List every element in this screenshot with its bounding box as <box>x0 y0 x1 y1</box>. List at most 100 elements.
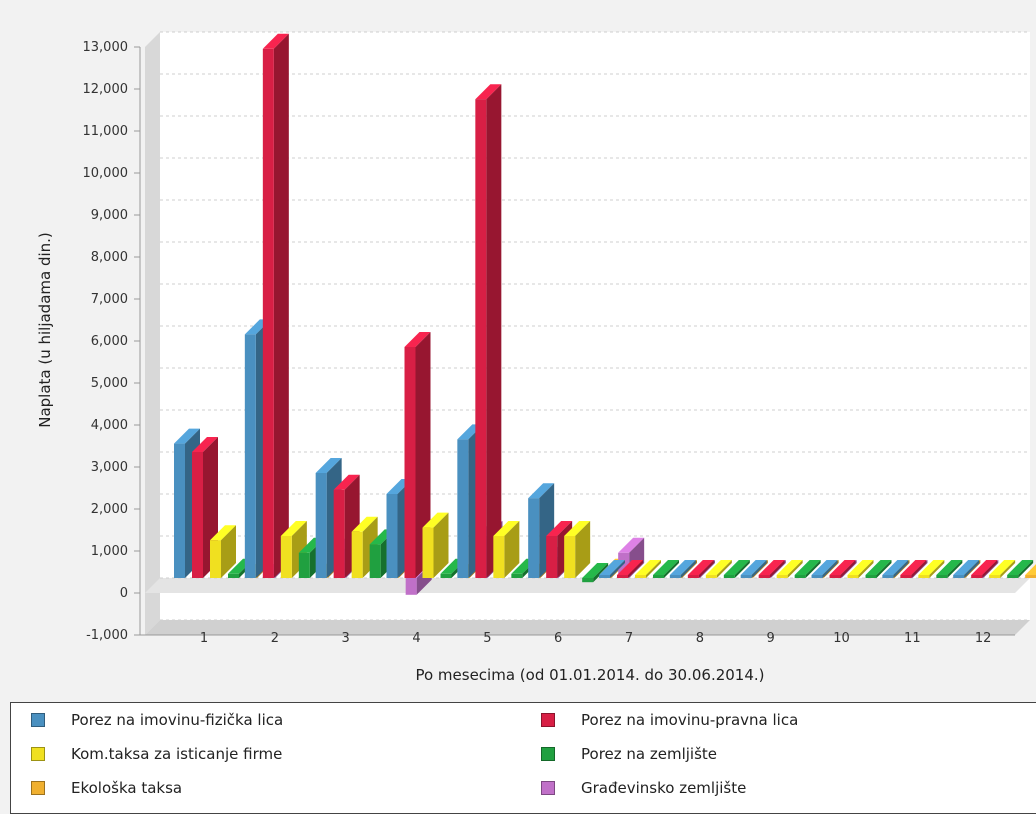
bar-front <box>936 575 948 578</box>
bar-front <box>653 575 664 578</box>
bar-front <box>440 573 452 578</box>
bar <box>723 560 750 578</box>
bar-front <box>174 443 185 578</box>
bar <box>617 560 643 578</box>
bar-front <box>564 536 576 578</box>
legend-item: Porez na imovinu-fizička lica <box>31 711 283 729</box>
bar-front <box>280 536 292 578</box>
bar-front <box>475 99 487 578</box>
bar-top <box>653 560 679 575</box>
bar-side <box>964 560 980 578</box>
y-tick-label: 4,000 <box>91 418 128 433</box>
bar-front <box>971 575 983 578</box>
legend-swatch <box>541 713 555 727</box>
bar-side <box>593 563 609 583</box>
left-wall <box>145 32 160 635</box>
bar-front <box>811 575 823 578</box>
bar-front <box>210 540 221 578</box>
y-tick-label: 3,000 <box>91 460 128 475</box>
bar <box>1025 564 1036 578</box>
bar-side <box>575 521 591 578</box>
y-tick-label: 9,000 <box>91 208 128 223</box>
y-tick-label: 1,000 <box>91 544 128 559</box>
bar-front <box>386 494 398 578</box>
legend-swatch <box>541 781 555 795</box>
y-tick-label: 2,000 <box>91 502 128 517</box>
bar-side <box>273 33 289 579</box>
bar-side <box>858 560 874 578</box>
bar-top <box>599 560 625 575</box>
bar-front <box>405 578 417 595</box>
x-tick-label: 2 <box>271 631 279 646</box>
bar-top <box>918 560 945 575</box>
bar-front <box>315 473 327 578</box>
x-tick-label: 11 <box>904 631 921 646</box>
bar-front <box>953 575 965 578</box>
x-tick-label: 6 <box>554 631 562 646</box>
legend-label: Porez na zemljište <box>581 745 718 763</box>
bar-top <box>262 33 289 49</box>
bar <box>210 525 236 578</box>
bar-front <box>669 575 681 578</box>
bar <box>669 560 696 578</box>
bar-top <box>669 560 696 575</box>
y-axis-ticks: -1,000 0 1,000 2,000 3,000 4,000 5,000 6,000 7,0… <box>83 40 140 643</box>
bar <box>953 560 980 578</box>
bar-top <box>705 560 732 575</box>
bar-front <box>262 48 274 579</box>
x-axis-label: Po mesecima (od 01.01.2014. do 30.06.201… <box>415 666 764 684</box>
bar-top <box>422 512 449 528</box>
bar <box>811 560 838 578</box>
bar-top <box>333 474 360 490</box>
bar-front <box>404 347 416 578</box>
bar-front <box>635 575 646 578</box>
bar <box>564 521 591 578</box>
bar-front <box>847 575 859 578</box>
y-tick-label: 6,000 <box>91 334 128 349</box>
bar <box>475 84 502 578</box>
bar <box>687 560 714 578</box>
bar-top <box>192 437 218 452</box>
bar-front <box>192 452 203 578</box>
bar-front <box>794 575 806 578</box>
legend-swatch <box>31 713 45 727</box>
bar-top <box>829 560 856 575</box>
bar <box>1007 560 1034 578</box>
bar-top <box>936 560 963 575</box>
legend-label: Građevinsko zemljište <box>581 779 747 797</box>
bar-top <box>882 560 909 575</box>
bar-front <box>369 544 381 578</box>
bar-front <box>740 575 752 578</box>
bar-top <box>900 560 927 575</box>
bar-front <box>582 578 594 583</box>
bar <box>653 560 679 578</box>
bar-front <box>528 498 540 578</box>
x-axis-ticks: 1 2 3 4 5 6 7 8 9 10 11 12 <box>200 631 992 646</box>
bar <box>794 560 821 578</box>
bar-top <box>546 521 573 536</box>
bar-front <box>989 575 1001 578</box>
y-tick-label: 10,000 <box>83 166 129 181</box>
bar-front <box>298 552 310 578</box>
bar-front <box>882 575 894 578</box>
y-tick-label: 8,000 <box>91 250 128 265</box>
bar-front <box>422 527 434 578</box>
bar-front <box>228 573 239 578</box>
bar-top <box>475 84 502 100</box>
bar-front <box>333 489 345 578</box>
bar-top <box>758 560 785 575</box>
bar-top <box>635 560 661 575</box>
bar-front <box>918 575 930 578</box>
bar-top <box>210 525 236 541</box>
bar <box>599 560 625 578</box>
bar <box>493 521 520 578</box>
bar-side <box>646 560 661 578</box>
bar-side <box>680 560 696 578</box>
bar-side <box>769 560 785 578</box>
bar-front <box>865 575 877 578</box>
bar-top <box>740 560 767 575</box>
bar-side <box>929 560 945 578</box>
bar-top <box>723 560 750 575</box>
y-tick-label: 11,000 <box>83 124 129 139</box>
bar-front <box>599 575 610 578</box>
